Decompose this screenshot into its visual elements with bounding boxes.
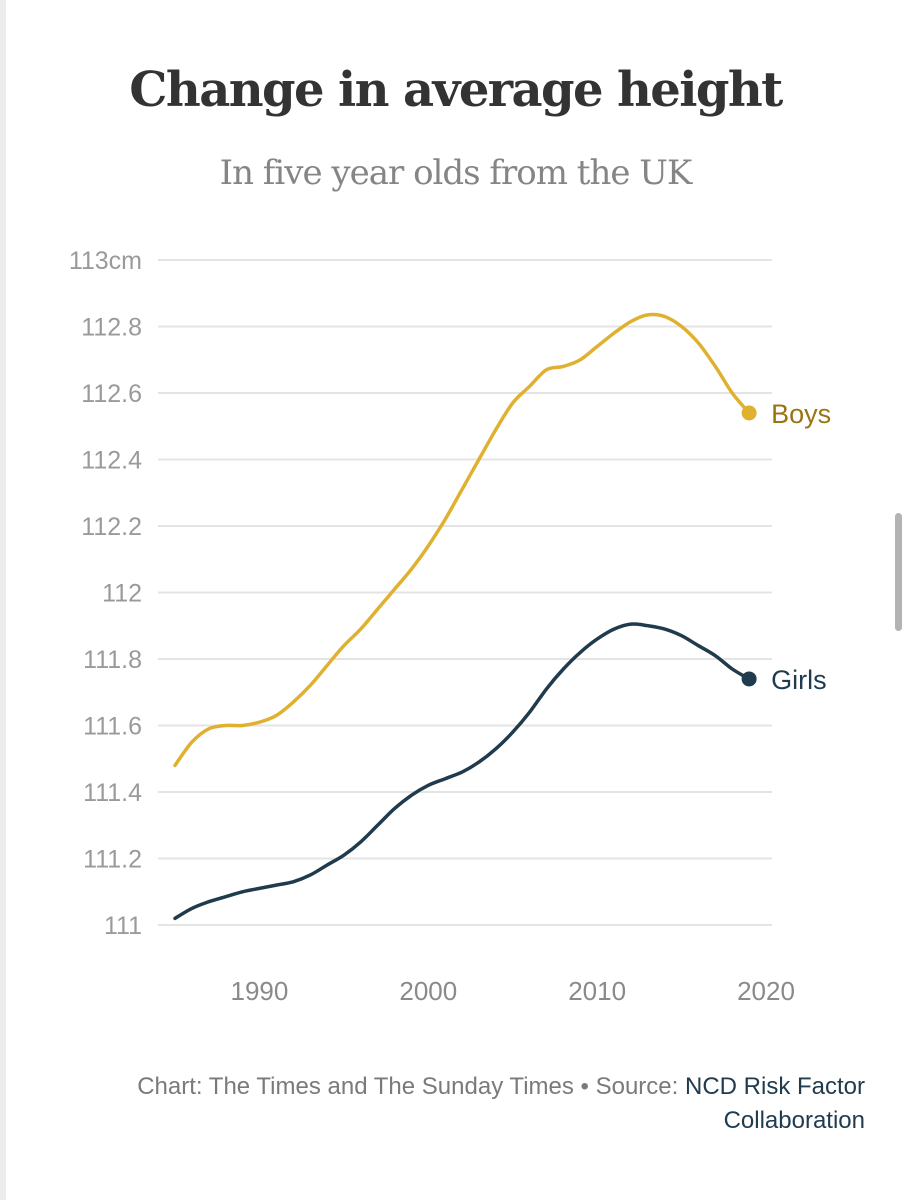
page-left-edge [0, 0, 6, 1200]
y-tick-label: 112.2 [81, 513, 142, 541]
y-tick-label: 112.6 [81, 380, 142, 408]
y-tick-label: 112.4 [81, 447, 142, 475]
y-tick-label: 111.4 [83, 779, 142, 807]
x-tick-label: 1990 [231, 976, 289, 1006]
x-tick-label: 2010 [568, 976, 626, 1006]
y-tick-label: 113cm [69, 247, 142, 275]
series-end-point-boys [741, 405, 757, 421]
source-link[interactable]: NCD Risk Factor Collaboration [684, 1073, 865, 1134]
chart-title: Change in average height [129, 62, 783, 118]
x-tick-label: 2000 [399, 976, 457, 1006]
y-tick-label: 112 [102, 580, 142, 608]
series-label-boys: Boys [771, 399, 831, 429]
series-label-girls: Girls [771, 665, 827, 695]
y-tick-label: 111.2 [83, 846, 142, 874]
x-tick-label: 2020 [737, 976, 795, 1006]
y-tick-label: 111.6 [83, 713, 142, 741]
chart-subtitle: In five year olds from the UK [219, 153, 693, 193]
source-credit: Chart: The Times and The Sunday Times • … [85, 1070, 865, 1138]
series-end-point-girls [741, 671, 757, 687]
scrollbar-thumb[interactable] [895, 513, 902, 631]
series-line-girls [173, 622, 751, 921]
series-line-boys [173, 312, 751, 768]
line-chart: 113cm 112.8 112.6 112.4 112.2 112 111.8 111.6 11… [69, 247, 831, 1006]
y-tick-label: 112.8 [81, 314, 142, 342]
y-tick-label: 111.8 [83, 646, 142, 674]
y-tick-label: 111 [104, 912, 142, 940]
credit-prefix: Chart: The Times and The Sunday Times • … [137, 1073, 685, 1100]
